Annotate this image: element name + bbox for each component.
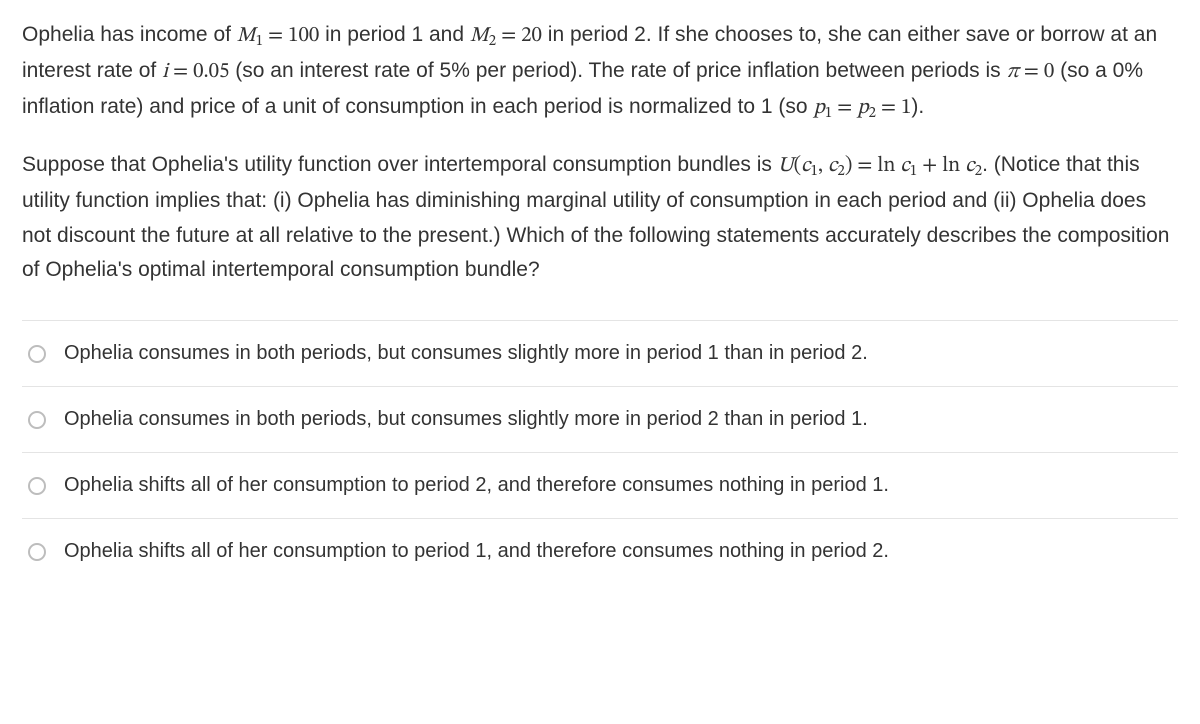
radio-icon[interactable]	[28, 543, 46, 561]
eq: =	[852, 155, 877, 176]
paren-open: (	[794, 155, 802, 176]
plus: +	[917, 155, 942, 176]
text: Ophelia has income of	[22, 23, 237, 46]
answer-options: Ophelia consumes in both periods, but co…	[22, 320, 1178, 584]
sub-1: 1	[810, 163, 817, 179]
eq: =	[876, 97, 901, 118]
option-text: Ophelia consumes in both periods, but co…	[64, 339, 868, 368]
sub-2: 2	[868, 105, 875, 121]
sub-2: 2	[837, 163, 844, 179]
val-100: 100	[288, 25, 319, 46]
ln: ln	[877, 155, 900, 176]
eq: =	[263, 25, 288, 46]
option-4[interactable]: Ophelia shifts all of her consumption to…	[22, 518, 1178, 584]
text: in period 1 and	[319, 23, 470, 46]
eq: =	[832, 97, 857, 118]
eq: =	[1019, 61, 1044, 82]
comma: ,	[818, 155, 828, 176]
var-U: U	[778, 155, 794, 176]
paragraph-2: Suppose that Ophelia's utility function …	[22, 148, 1178, 288]
option-2[interactable]: Ophelia consumes in both periods, but co…	[22, 386, 1178, 452]
option-text: Ophelia shifts all of her consumption to…	[64, 537, 889, 566]
option-text: Ophelia shifts all of her consumption to…	[64, 471, 889, 500]
val-0: 0	[1044, 61, 1054, 82]
sub-1: 1	[256, 33, 263, 49]
var-p1: p	[813, 97, 824, 118]
sub-2: 2	[975, 163, 982, 179]
paragraph-1: Ophelia has income of M1 = 100 in period…	[22, 18, 1178, 126]
var-pi: π	[1006, 61, 1018, 82]
var-M1: M	[237, 25, 256, 46]
var-p2: p	[857, 97, 868, 118]
text: ).	[911, 95, 924, 118]
ln: ln	[942, 155, 965, 176]
eq: =	[496, 25, 521, 46]
var-c1: c	[900, 155, 909, 176]
var-c2: c	[965, 155, 974, 176]
text: (so an interest rate of 5% per period). …	[229, 59, 1006, 82]
radio-icon[interactable]	[28, 411, 46, 429]
val-0.05: 0.05	[193, 61, 229, 82]
option-text: Ophelia consumes in both periods, but co…	[64, 405, 868, 434]
var-c2: c	[828, 155, 837, 176]
radio-icon[interactable]	[28, 345, 46, 363]
option-1[interactable]: Ophelia consumes in both periods, but co…	[22, 320, 1178, 386]
eq: =	[168, 61, 193, 82]
text: Suppose that Ophelia's utility function …	[22, 153, 778, 176]
val-1: 1	[901, 97, 911, 118]
radio-icon[interactable]	[28, 477, 46, 495]
var-M2: M	[470, 25, 489, 46]
question-body: Ophelia has income of M1 = 100 in period…	[22, 18, 1178, 288]
question-page: Ophelia has income of M1 = 100 in period…	[0, 0, 1200, 584]
option-3[interactable]: Ophelia shifts all of her consumption to…	[22, 452, 1178, 518]
val-20: 20	[521, 25, 542, 46]
